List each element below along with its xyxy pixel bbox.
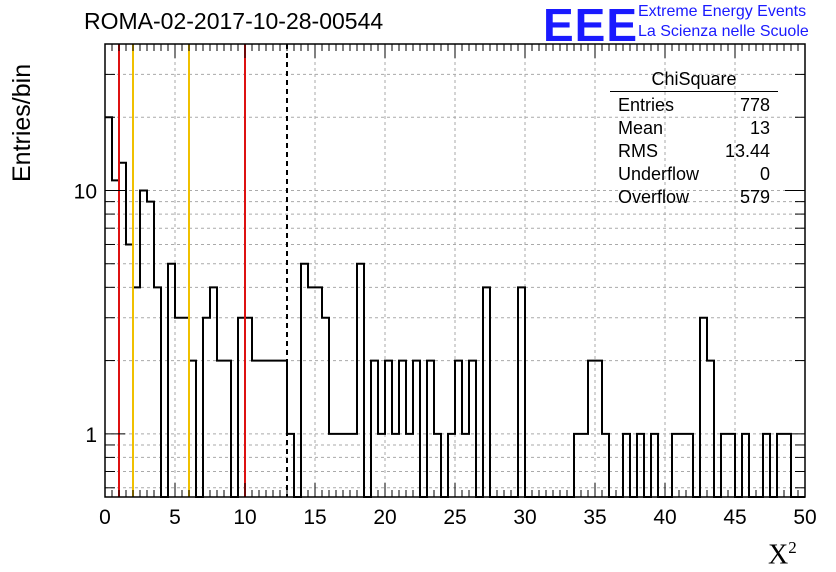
x-axis-label-text: X — [768, 539, 789, 571]
x-tick-label: 50 — [793, 506, 816, 529]
y-tick-label: 1 — [85, 424, 97, 447]
stats-row-rms: RMS 13.44 — [610, 140, 778, 163]
stats-box: ChiSquare Entries 778 Mean 13 RMS 13.44 Und… — [610, 68, 778, 209]
x-tick-label: 10 — [233, 506, 256, 529]
stats-row-overflow: Overflow 579 — [610, 186, 778, 209]
x-tick-label: 5 — [169, 506, 181, 529]
stats-value: 13 — [749, 118, 770, 138]
y-axis-label-text: Entries/bin — [8, 63, 36, 182]
stats-value: 778 — [739, 95, 770, 115]
x-axis-label-sup: 2 — [788, 538, 797, 557]
stats-label: Entries — [618, 95, 675, 115]
logo-line-1: Extreme Energy Events — [638, 3, 807, 20]
histogram-series — [105, 116, 805, 498]
eee-logo-text: Extreme Energy Events La Scienza nelle S… — [638, 2, 809, 42]
x-tick-label: 20 — [373, 506, 396, 529]
x-tick-label: 0 — [99, 506, 111, 529]
stats-value: 0 — [759, 164, 770, 184]
stats-row-entries: Entries 778 — [610, 94, 778, 117]
eee-logo: EEE — [543, 0, 639, 51]
x-tick-label: 40 — [653, 506, 676, 529]
stats-label: Underflow — [618, 164, 700, 184]
stats-row-underflow: Underflow 0 — [610, 163, 778, 186]
y-tick-label: 10 — [74, 180, 97, 203]
x-tick-label: 35 — [583, 506, 606, 529]
stats-title: ChiSquare — [610, 68, 778, 92]
stats-label: RMS — [618, 141, 658, 161]
stats-label: Overflow — [618, 187, 690, 207]
x-tick-label: 15 — [303, 506, 326, 529]
x-tick-label: 45 — [723, 506, 746, 529]
x-tick-label: 25 — [443, 506, 466, 529]
logo-line-2: La Scienza nelle Scuole — [638, 23, 809, 40]
stats-value: 13.44 — [724, 141, 770, 161]
run-title: ROMA-02-2017-10-28-00544 — [84, 8, 384, 34]
stats-value: 579 — [739, 187, 770, 207]
y-axis-label: Entries/bin — [8, 64, 37, 182]
stats-row-mean: Mean 13 — [610, 117, 778, 140]
x-tick-label: 30 — [513, 506, 536, 529]
stats-label: Mean — [618, 118, 664, 138]
x-axis-label: X2 — [768, 538, 797, 571]
